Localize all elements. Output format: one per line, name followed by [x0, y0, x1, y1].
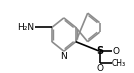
Text: O: O — [96, 64, 103, 73]
Text: N: N — [60, 52, 67, 61]
Text: CH₃: CH₃ — [112, 59, 126, 68]
Text: S: S — [96, 46, 103, 56]
Text: O: O — [112, 47, 119, 56]
Text: H₂N: H₂N — [17, 23, 34, 32]
